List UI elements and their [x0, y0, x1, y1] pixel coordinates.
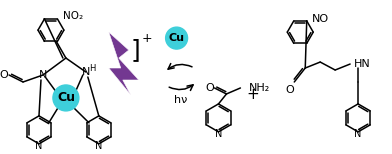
Text: O: O: [205, 83, 214, 93]
Circle shape: [53, 85, 79, 111]
Text: N: N: [215, 129, 222, 139]
Text: +: +: [246, 87, 259, 102]
Text: hν: hν: [174, 95, 187, 105]
Text: O: O: [0, 70, 9, 80]
Text: O: O: [285, 85, 294, 95]
Text: N: N: [354, 129, 362, 139]
Text: NH₂: NH₂: [249, 83, 270, 93]
Text: N: N: [39, 70, 47, 80]
Text: NO: NO: [312, 14, 329, 24]
Text: N: N: [82, 67, 90, 77]
Circle shape: [166, 27, 187, 49]
Text: Cu: Cu: [169, 33, 185, 43]
Text: N: N: [35, 141, 43, 151]
Text: NO₂: NO₂: [63, 11, 83, 21]
Text: HN: HN: [354, 59, 371, 69]
Text: H: H: [89, 63, 95, 73]
Text: N: N: [95, 141, 102, 151]
Text: Cu: Cu: [57, 91, 75, 104]
Text: +: +: [142, 32, 152, 45]
Text: ]: ]: [131, 38, 141, 62]
Polygon shape: [109, 32, 139, 95]
